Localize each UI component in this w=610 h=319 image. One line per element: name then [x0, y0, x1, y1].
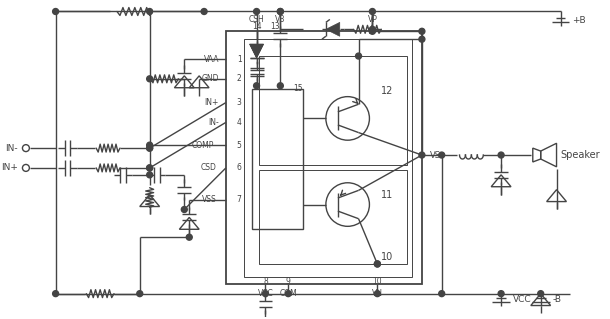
Circle shape	[278, 83, 283, 89]
Polygon shape	[326, 22, 340, 36]
Circle shape	[375, 291, 380, 297]
Text: Speaker: Speaker	[561, 150, 600, 160]
Circle shape	[278, 9, 283, 14]
Text: IN+: IN+	[204, 98, 219, 107]
Circle shape	[370, 28, 375, 34]
Bar	[244, 39, 412, 277]
Text: 4: 4	[237, 118, 242, 127]
Circle shape	[137, 291, 143, 297]
Circle shape	[419, 152, 425, 158]
Circle shape	[375, 261, 380, 267]
Circle shape	[538, 291, 544, 297]
Circle shape	[419, 28, 425, 34]
Text: 3: 3	[237, 98, 242, 107]
Circle shape	[356, 53, 362, 59]
Circle shape	[278, 9, 283, 14]
Text: -B: -B	[553, 295, 562, 304]
Circle shape	[146, 145, 152, 151]
Text: 8: 8	[263, 277, 268, 286]
Text: +B: +B	[572, 16, 586, 25]
Text: 9: 9	[286, 277, 291, 286]
Text: 14: 14	[252, 22, 262, 31]
Circle shape	[419, 36, 425, 42]
Text: CSH: CSH	[249, 15, 265, 24]
Circle shape	[146, 145, 152, 151]
Text: 10: 10	[381, 252, 393, 262]
Circle shape	[370, 26, 375, 32]
Text: 5: 5	[237, 141, 242, 150]
Circle shape	[201, 9, 207, 14]
Text: VS: VS	[430, 151, 441, 160]
Text: IN-: IN-	[208, 118, 219, 127]
Text: COM: COM	[279, 289, 297, 298]
Circle shape	[254, 83, 259, 89]
Circle shape	[186, 234, 192, 240]
Text: 7: 7	[237, 195, 242, 204]
Circle shape	[146, 142, 152, 148]
Text: VAA: VAA	[204, 55, 219, 63]
Text: 12: 12	[381, 86, 393, 96]
Bar	[252, 89, 303, 229]
Circle shape	[52, 9, 59, 14]
Text: VCC: VCC	[513, 295, 531, 304]
Circle shape	[254, 9, 259, 14]
Text: VP: VP	[367, 15, 378, 24]
Circle shape	[285, 291, 291, 297]
Circle shape	[146, 165, 152, 171]
Circle shape	[146, 165, 152, 171]
Text: CSD: CSD	[201, 163, 217, 172]
Text: 10: 10	[373, 277, 382, 286]
Circle shape	[439, 152, 445, 158]
Circle shape	[146, 172, 152, 178]
Circle shape	[146, 9, 152, 14]
Circle shape	[181, 206, 187, 212]
Polygon shape	[249, 44, 264, 58]
Text: VCC: VCC	[257, 289, 273, 298]
Text: 1: 1	[237, 55, 242, 63]
Text: 15: 15	[293, 84, 303, 93]
Text: GND: GND	[201, 74, 219, 83]
Circle shape	[262, 291, 268, 297]
Text: VN: VN	[372, 289, 383, 298]
Circle shape	[146, 76, 152, 82]
Text: VSS: VSS	[203, 195, 217, 204]
Text: IN+: IN+	[1, 163, 18, 172]
Text: 13: 13	[271, 22, 280, 31]
Circle shape	[375, 261, 380, 267]
Bar	[259, 170, 407, 264]
Circle shape	[52, 291, 59, 297]
Circle shape	[498, 291, 504, 297]
Circle shape	[439, 291, 445, 297]
Bar	[226, 31, 422, 284]
Bar	[259, 56, 407, 165]
Text: COMP: COMP	[192, 141, 214, 150]
Polygon shape	[249, 44, 264, 58]
Text: 11: 11	[381, 189, 393, 200]
Circle shape	[498, 152, 504, 158]
Text: VB: VB	[275, 15, 285, 24]
Text: 6: 6	[237, 163, 242, 172]
Text: IN-: IN-	[5, 144, 18, 152]
Circle shape	[370, 9, 375, 14]
Text: 2: 2	[237, 74, 242, 83]
